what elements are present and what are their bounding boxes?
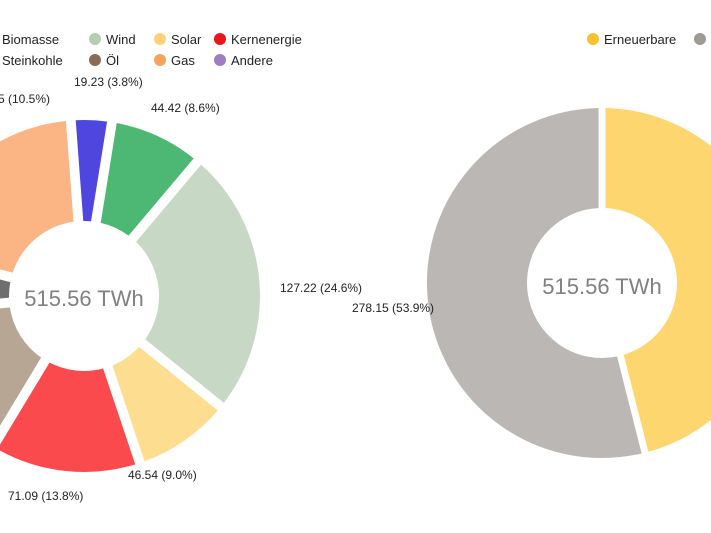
legend-label-kernenergie: Kernenergie — [231, 32, 302, 47]
donut-slice[interactable] — [0, 256, 13, 308]
legend-label-steinkohle: Steinkohle — [2, 53, 63, 68]
legend-label-andere: Andere — [231, 53, 273, 68]
center-total-right: 515.56 TWh — [542, 274, 661, 299]
legend-label-gas: Gas — [171, 53, 195, 68]
legend-label-erneuerbare: Erneuerbare — [604, 32, 676, 47]
slice-value-label: 46.54 (9.0%) — [128, 468, 197, 482]
legend-marker-kernenergie — [214, 33, 226, 45]
legend-marker-erneuerbare — [587, 33, 599, 45]
legend-label-solar: Solar — [171, 32, 202, 47]
donut-slice[interactable] — [73, 118, 110, 224]
legend-marker-n — [694, 33, 706, 45]
donut-slice[interactable] — [133, 161, 262, 406]
slice-value-label: 5 (10.5%) — [0, 92, 50, 106]
donut-slice[interactable] — [0, 118, 76, 276]
donut-slice[interactable] — [424, 106, 645, 460]
legend-label-wind: Wind — [106, 32, 136, 47]
slice-value-label: 127.22 (24.6%) — [280, 281, 362, 295]
slice-value-label: 19.23 (3.8%) — [74, 75, 143, 89]
donut-chart-right: 278.15 (53.9%) — [352, 106, 711, 460]
slice-value-label: 71.09 (13.8%) — [8, 489, 83, 503]
legend-marker-solar — [154, 33, 166, 45]
legend-left: Biomasse Wind Solar Kernenergie Steinkohle Öl… — [2, 32, 302, 68]
legend-marker-andere — [214, 54, 226, 66]
slice-value-label: 278.15 (53.9%) — [352, 301, 434, 315]
donut-slice[interactable] — [98, 120, 197, 239]
donut-slice[interactable] — [0, 359, 138, 474]
legend-right: ErneuerbareN — [587, 32, 706, 47]
legend-marker-gas — [154, 54, 166, 66]
donut-chart-left: 19.23 (3.8%) 44.42 (8.6%) 127.22 (24.6%) 46… — [0, 75, 362, 503]
donut-slice[interactable] — [603, 106, 711, 455]
center-total-left: 515.56 TWh — [24, 286, 143, 311]
legend-label-biomasse: Biomasse — [2, 32, 59, 47]
donut-slice[interactable] — [0, 305, 44, 445]
legend-marker-wind — [89, 33, 101, 45]
donut-slice[interactable] — [109, 344, 221, 464]
legend-label-l: Öl — [106, 53, 119, 68]
slice-value-label: 44.42 (8.6%) — [151, 101, 220, 115]
legend-marker-l — [89, 54, 101, 66]
